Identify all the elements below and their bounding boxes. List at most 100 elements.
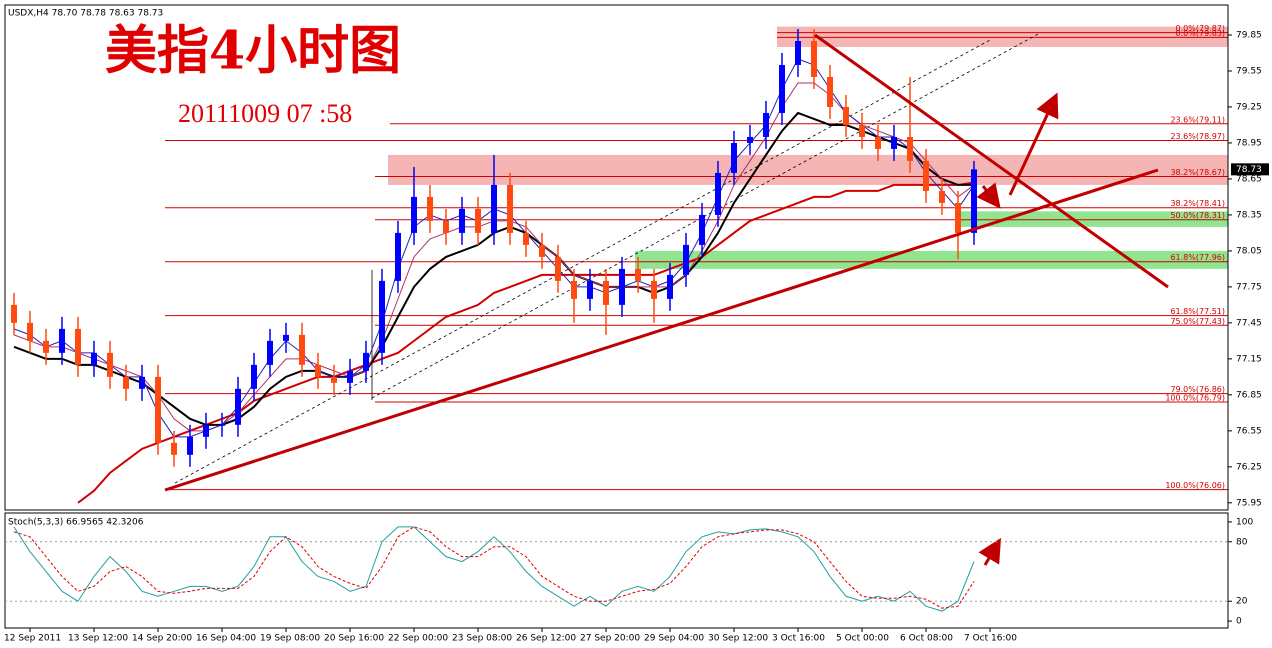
candle-body — [923, 160, 929, 191]
candle-body — [907, 136, 913, 161]
candle-body — [299, 334, 305, 365]
fib-label: 23.6%(79.11) — [1170, 115, 1225, 124]
fib-label: 38.2%(78.67) — [1170, 168, 1225, 177]
candle-body — [267, 340, 273, 365]
x-tick-label: 5 Oct 00:00 — [836, 634, 889, 644]
candle-body — [411, 196, 417, 233]
candle-body — [251, 364, 257, 389]
chart-subtitle: 20111009 07 :58 — [178, 99, 352, 128]
y-tick-label: 79.25 — [1236, 102, 1262, 112]
candle-body — [107, 352, 113, 377]
candle-body — [875, 136, 881, 149]
channel-line — [371, 32, 1041, 399]
candle-body — [971, 169, 977, 233]
candle-body — [507, 184, 513, 233]
y-tick-label: 20 — [1236, 597, 1248, 607]
candle-body — [427, 196, 433, 221]
fib-label: 0.0%(79.87) — [1176, 24, 1225, 33]
candle-body — [811, 40, 817, 77]
candle-body — [219, 424, 225, 426]
fib-label: 61.8%(77.96) — [1170, 253, 1225, 262]
candle-body — [123, 376, 129, 389]
fib-label: 23.6%(78.97) — [1170, 132, 1225, 141]
candle-body — [779, 64, 785, 113]
trend-line — [164, 168, 1159, 492]
candle-body — [331, 376, 337, 383]
x-tick-label: 19 Sep 08:00 — [260, 634, 320, 644]
candle-body — [827, 76, 833, 107]
main-frame — [4, 4, 1229, 511]
candle-body — [891, 136, 897, 149]
candle-body — [187, 436, 193, 455]
candle-body — [603, 280, 609, 305]
candle-body — [91, 352, 97, 365]
candle-body — [571, 280, 577, 299]
candle-body — [443, 220, 449, 233]
last-price: 78.73 — [1236, 165, 1262, 175]
x-tick-label: 3 Oct 16:00 — [772, 634, 825, 644]
candle-body — [203, 424, 209, 437]
candle-body — [667, 274, 673, 299]
x-tick-label: 23 Sep 08:00 — [452, 634, 512, 644]
y-tick-label: 75.95 — [1236, 498, 1262, 508]
chart-title: 美指4小时图 — [105, 21, 401, 82]
x-tick-label: 26 Sep 12:00 — [516, 634, 576, 644]
zone — [388, 154, 1228, 185]
candle-body — [699, 214, 705, 245]
y-tick-label: 77.15 — [1236, 354, 1262, 364]
candle-body — [475, 208, 481, 233]
stoch-frame — [4, 512, 1229, 629]
candle-body — [171, 442, 177, 455]
y-tick-label: 78.65 — [1236, 174, 1262, 184]
x-tick-label: 29 Sep 04:00 — [644, 634, 704, 644]
candle-body — [587, 280, 593, 299]
y-tick-label: 79.85 — [1236, 30, 1262, 40]
candle-body — [955, 202, 961, 233]
candle-body — [75, 328, 81, 365]
candle-body — [747, 136, 753, 143]
candle-body — [459, 208, 465, 233]
candle-body — [155, 376, 161, 443]
header: USDX,H4 78.70 78.78 78.63 78.73 — [8, 9, 163, 19]
candle-body — [635, 268, 641, 281]
candle-body — [363, 352, 369, 371]
candle-body — [795, 40, 801, 65]
candle-body — [43, 340, 49, 353]
fib-label: 100.0%(76.06) — [1165, 481, 1225, 490]
last-price-box — [1231, 163, 1269, 176]
y-tick-label: 79.55 — [1236, 66, 1262, 76]
fib-label: 0.0%(79.83) — [1176, 29, 1225, 38]
y-tick-label: 78.95 — [1236, 138, 1262, 148]
fib-label: 61.8%(77.51) — [1170, 307, 1225, 316]
x-tick-label: 20 Sep 16:00 — [324, 634, 384, 644]
candle-body — [395, 232, 401, 281]
y-tick-label: 77.75 — [1236, 282, 1262, 292]
arrow — [1008, 92, 1059, 196]
candle-body — [235, 388, 241, 425]
candle-body — [539, 244, 545, 257]
trend-line — [814, 33, 1169, 289]
candle-body — [491, 184, 497, 233]
fib-label: 75.0%(77.43) — [1170, 317, 1225, 326]
candle-body — [651, 280, 657, 299]
candle-body — [763, 112, 769, 137]
y-tick-label: 76.25 — [1236, 462, 1262, 472]
candle-body — [843, 106, 849, 125]
fib-label: 50.0%(78.31) — [1170, 211, 1225, 220]
fib-label: 79.0%(76.86) — [1170, 385, 1225, 394]
y-tick-label: 100 — [1236, 517, 1253, 527]
candle-body — [11, 304, 17, 323]
stoch-label: Stoch(5,3,3) 66.9565 42.3206 — [8, 518, 144, 528]
x-tick-label: 6 Oct 08:00 — [900, 634, 953, 644]
candle-body — [683, 244, 689, 275]
stoch-line — [13, 526, 975, 609]
candle-body — [59, 328, 65, 353]
candle-body — [715, 172, 721, 215]
y-tick-label: 76.85 — [1236, 390, 1262, 400]
y-tick-label: 78.05 — [1236, 246, 1262, 256]
fib-label: 38.2%(78.41) — [1170, 199, 1225, 208]
candle-body — [347, 370, 353, 383]
y-tick-label: 0 — [1236, 617, 1242, 627]
